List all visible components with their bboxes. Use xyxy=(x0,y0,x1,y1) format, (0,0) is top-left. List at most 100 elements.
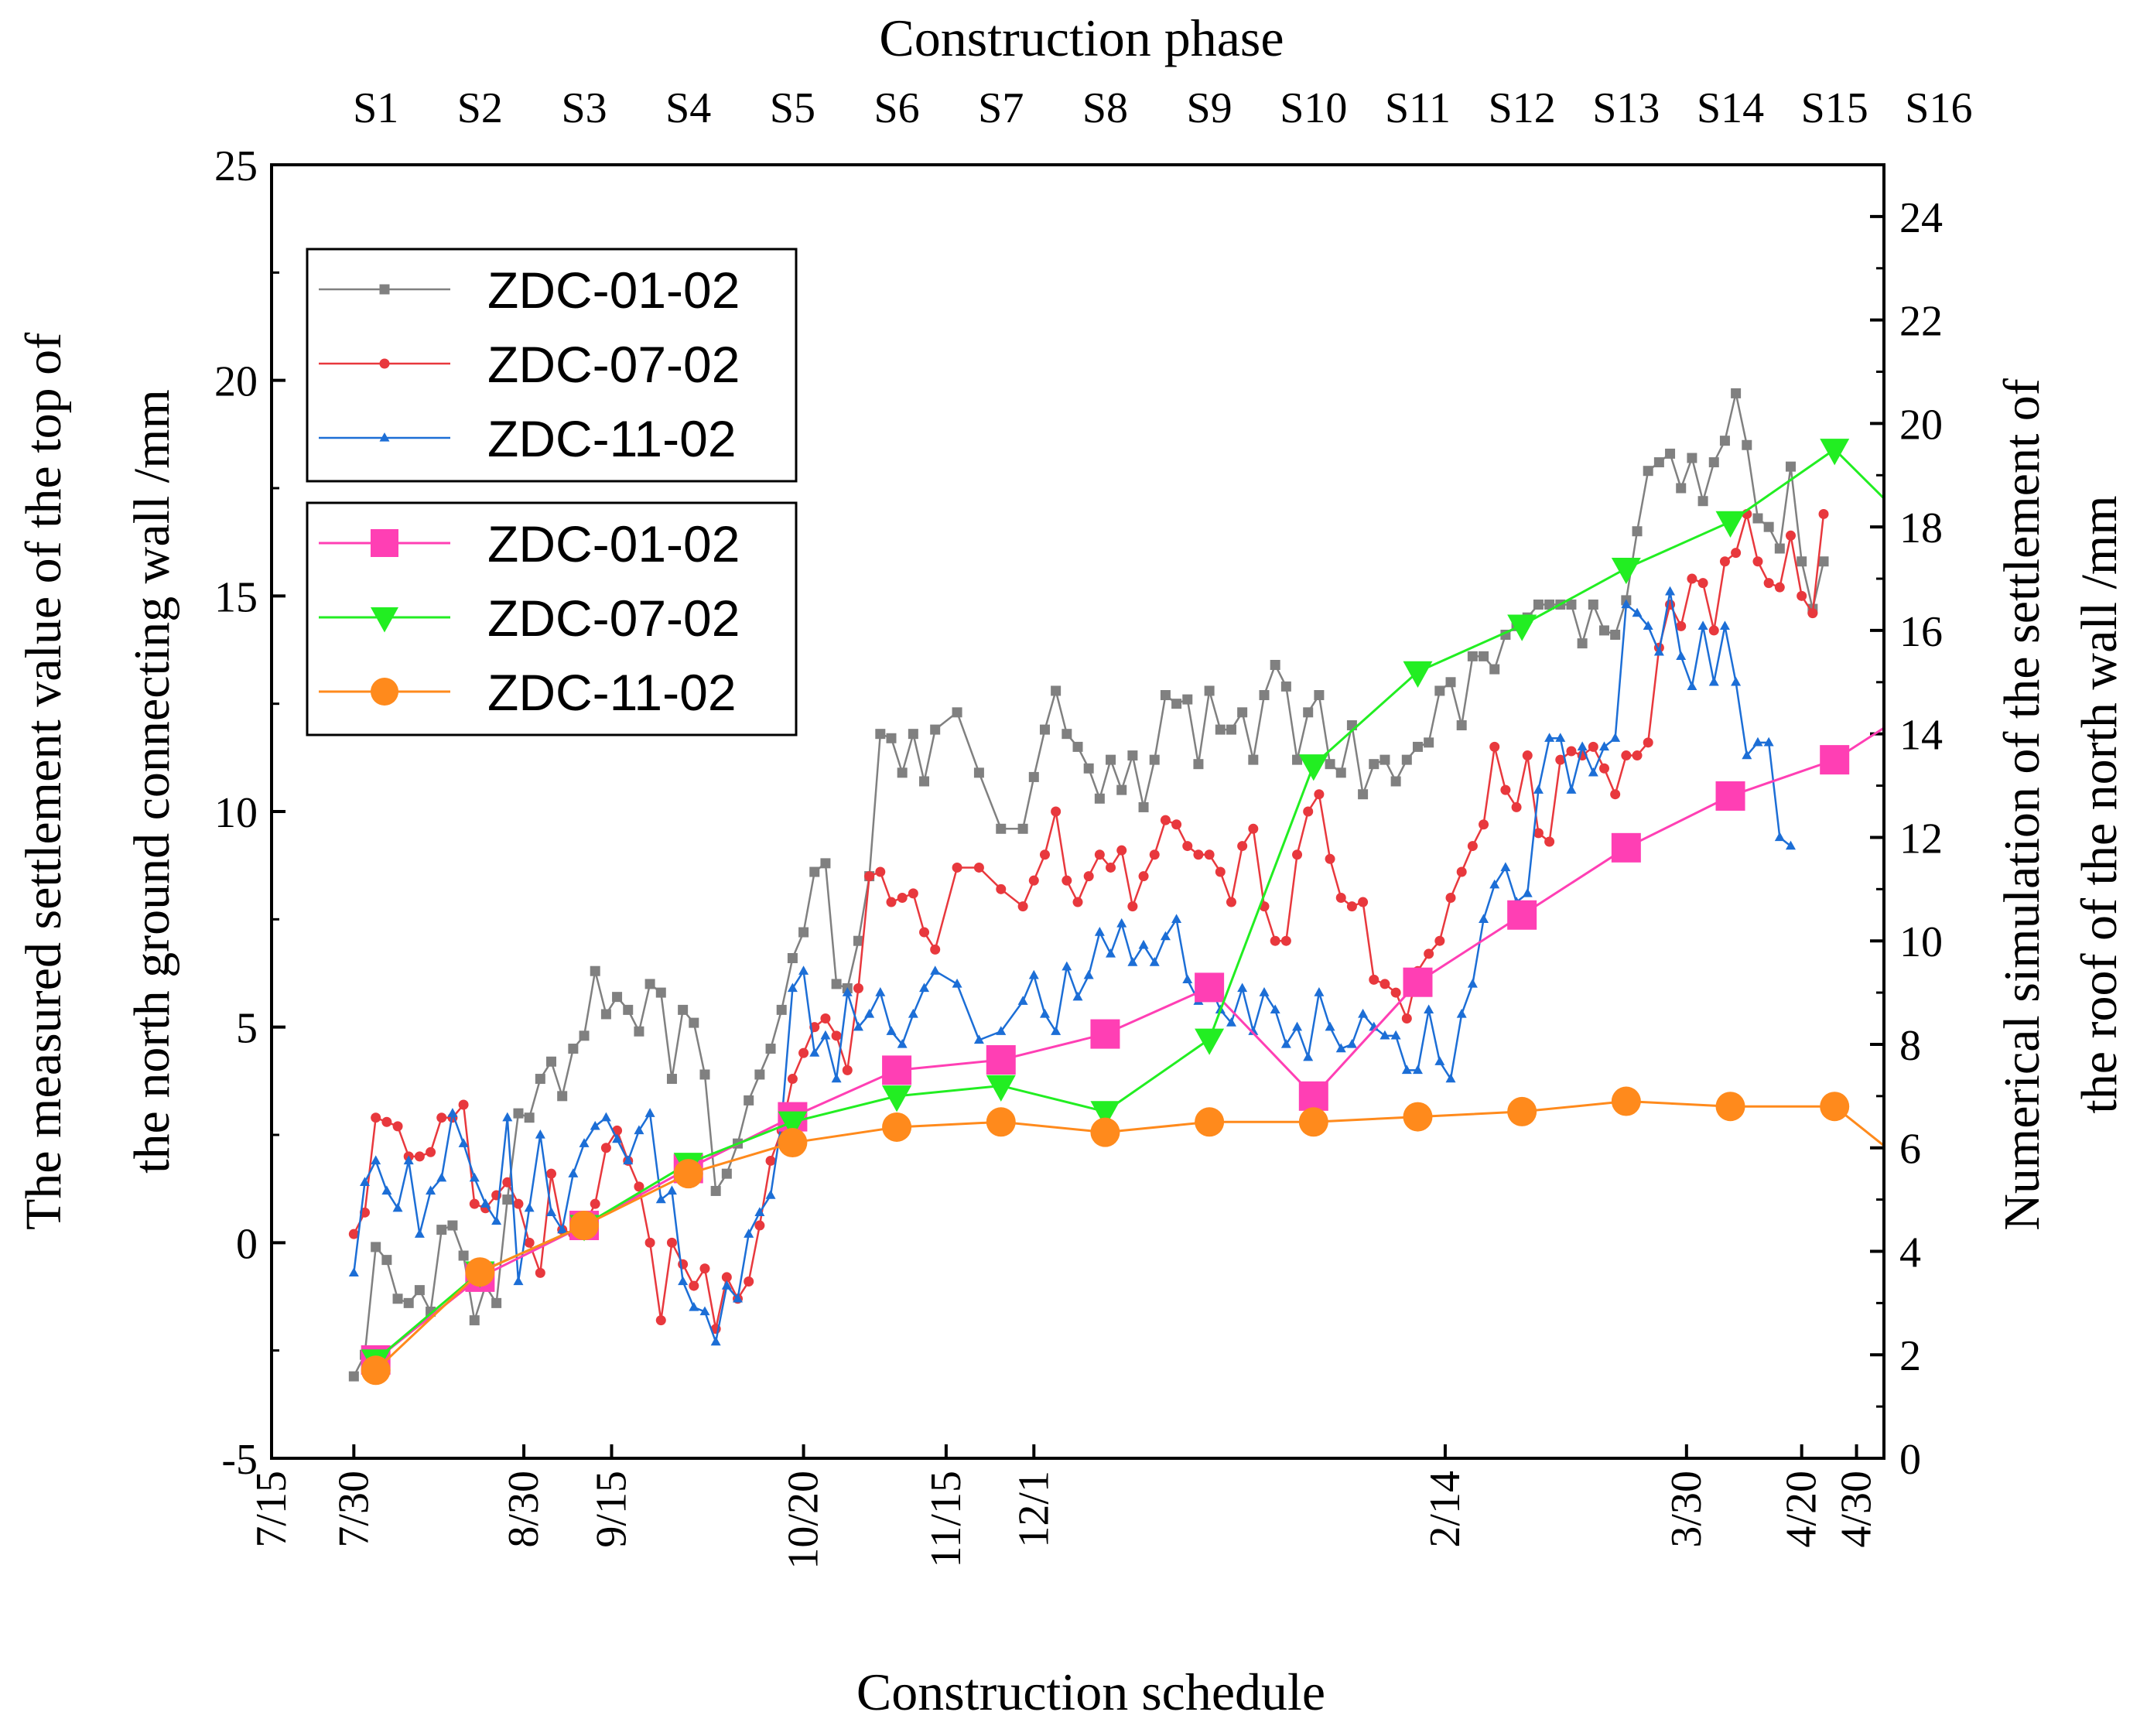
simulated-point xyxy=(1715,1092,1745,1122)
measured-point xyxy=(447,1220,458,1231)
measured-point xyxy=(1325,853,1335,864)
measured-point xyxy=(1280,935,1291,946)
measured-point xyxy=(546,1168,557,1179)
measured-point xyxy=(930,965,941,975)
measured-point xyxy=(1719,556,1730,567)
phase-label: S11 xyxy=(1385,84,1451,132)
measured-point xyxy=(952,978,962,988)
measured-point xyxy=(371,1242,381,1252)
measured-point xyxy=(886,733,897,743)
measured-point xyxy=(1226,897,1236,907)
measured-point xyxy=(875,866,886,877)
measured-point xyxy=(1171,699,1182,709)
right-tick-label: 20 xyxy=(1899,401,1943,449)
measured-point xyxy=(1369,974,1379,985)
measured-point xyxy=(973,1034,984,1044)
measured-point xyxy=(644,1108,655,1117)
measured-point xyxy=(1665,586,1676,596)
measured-point xyxy=(1687,681,1697,691)
left-tick-labels: -5 0 5 10 15 20 25 xyxy=(214,142,258,1484)
measured-point xyxy=(1358,1008,1369,1018)
measured-point xyxy=(381,1255,392,1266)
measured-point xyxy=(1204,685,1215,696)
measured-point xyxy=(1083,969,1094,979)
measured-point xyxy=(787,1074,798,1085)
left-tick-label: 25 xyxy=(214,142,258,190)
measured-point xyxy=(1555,733,1566,742)
simulated-point xyxy=(986,1045,1016,1075)
measured-point xyxy=(1160,931,1171,941)
legend-marker xyxy=(379,284,390,295)
measured-point xyxy=(1106,754,1116,765)
x-axis-title: Construction schedule xyxy=(856,1663,1325,1721)
measured-point xyxy=(568,1168,579,1177)
measured-point xyxy=(1390,987,1401,998)
measured-point xyxy=(754,1220,765,1231)
measured-point xyxy=(1062,875,1072,886)
measured-point xyxy=(1566,599,1577,610)
measured-point xyxy=(403,1297,414,1308)
phase-label: S5 xyxy=(770,84,815,132)
measured-point xyxy=(1785,840,1796,850)
measured-point xyxy=(348,1267,359,1277)
legend-marker xyxy=(371,678,398,706)
legend-marker xyxy=(371,529,398,557)
right-axis-title-line-2: the roof of the north wall /mm xyxy=(2071,495,2128,1113)
measured-point xyxy=(1149,957,1160,966)
measured-point xyxy=(1182,841,1193,852)
x-tick-label: 11/15 xyxy=(922,1471,970,1567)
measured-point xyxy=(1051,1026,1062,1035)
measured-point xyxy=(414,1151,425,1162)
measured-point xyxy=(502,1112,513,1122)
measured-point xyxy=(1094,793,1105,804)
measured-point xyxy=(1062,961,1072,971)
measured-point xyxy=(1028,771,1039,782)
measured-point xyxy=(381,1116,392,1127)
measured-point xyxy=(392,1293,403,1304)
legend-measured-items: ZDC-01-02 ZDC-07-02 ZDC-11-02 xyxy=(319,261,740,467)
measured-point xyxy=(952,707,962,718)
measured-point xyxy=(1401,1013,1412,1024)
phase-label: S15 xyxy=(1801,84,1868,132)
measured-point xyxy=(524,1112,535,1123)
measured-point xyxy=(1259,987,1270,996)
measured-point xyxy=(1106,862,1116,873)
measured-point xyxy=(348,1371,359,1382)
simulated-point xyxy=(1611,1086,1641,1116)
measured-point xyxy=(1424,737,1434,748)
simulated-point xyxy=(1611,832,1641,863)
measured-point xyxy=(1434,935,1445,946)
measured-point xyxy=(710,1185,721,1196)
measured-point xyxy=(1610,629,1621,640)
measured-point xyxy=(1051,806,1062,817)
legend-label: ZDC-01-02 xyxy=(487,515,740,572)
measured-point xyxy=(1314,987,1325,996)
measured-point xyxy=(600,1009,611,1020)
measured-point xyxy=(1719,620,1730,630)
measured-point xyxy=(1610,789,1621,800)
right-tick-label: 24 xyxy=(1899,194,1943,242)
measured-point xyxy=(1533,828,1544,839)
legend-label: ZDC-11-02 xyxy=(487,664,737,721)
left-tick-label: 0 xyxy=(236,1220,258,1268)
phase-label: S12 xyxy=(1489,84,1556,132)
measured-point xyxy=(1489,879,1500,889)
phase-label: S13 xyxy=(1592,84,1660,132)
measured-point xyxy=(502,1194,513,1205)
measured-point xyxy=(1412,1064,1423,1075)
legend-marker xyxy=(371,607,398,633)
measured-point xyxy=(1116,918,1127,928)
measured-point xyxy=(469,1315,480,1326)
simulated-point xyxy=(986,1107,1016,1137)
measured-point xyxy=(875,729,886,740)
legend-marker xyxy=(379,358,390,369)
simulated-point xyxy=(1403,661,1433,688)
measured-point xyxy=(831,1073,842,1083)
measured-point xyxy=(1687,573,1697,584)
measured-point xyxy=(754,1207,765,1216)
measured-point xyxy=(1248,754,1259,765)
measured-point xyxy=(600,1143,611,1153)
measured-point xyxy=(699,1306,710,1316)
measured-point xyxy=(447,1108,458,1117)
